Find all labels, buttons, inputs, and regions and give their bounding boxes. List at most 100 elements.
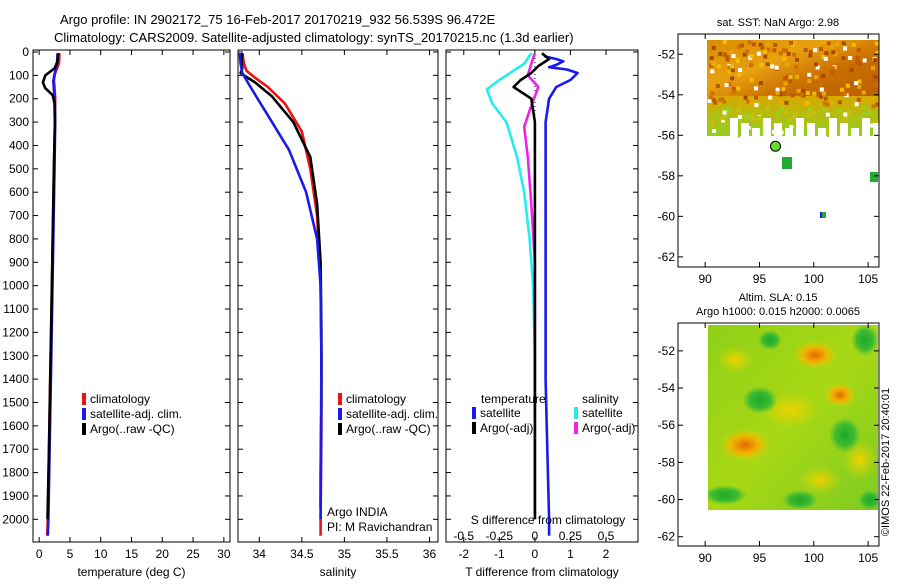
sst-pixel — [871, 66, 875, 71]
depth-tick-label: 100 — [9, 68, 29, 82]
sst-pixel — [763, 54, 768, 59]
sst-pixel — [792, 115, 797, 120]
sst-pixel — [857, 79, 862, 84]
sst-cloud-gap — [862, 118, 870, 138]
sst-pixel — [863, 111, 868, 116]
sst-pixel — [710, 124, 715, 129]
sst-pixel — [795, 74, 800, 79]
sst-pixel — [709, 56, 714, 61]
sla-anomaly-blob — [708, 485, 747, 505]
sst-pixel — [791, 126, 796, 131]
difference-xtick-label: 1 — [567, 547, 574, 561]
sst-pixel — [737, 120, 742, 125]
sst-pixel — [743, 95, 748, 100]
diff-legend-s-satellite-label: satellite — [582, 406, 623, 420]
sst-pixel — [775, 91, 780, 96]
sst-pixel — [758, 81, 763, 86]
sst-pixel — [799, 92, 804, 97]
imos-watermark: ©IMOS 22-Feb-2017 20:40:01 — [880, 388, 892, 536]
depth-tick-label: 300 — [9, 115, 29, 129]
sst-pixel — [716, 64, 721, 69]
legend-temperature-title: temperature — [481, 392, 546, 406]
sst-pixel — [805, 101, 810, 105]
sst-pixel — [826, 41, 831, 46]
sst-pixel — [786, 74, 791, 79]
sst-pixel — [793, 41, 798, 46]
sst-pixel — [711, 45, 716, 50]
sst-pixel — [869, 123, 874, 128]
depth-tick-label: 1600 — [2, 419, 29, 433]
sst-cloud-gap — [796, 118, 804, 138]
sst-pixel — [725, 55, 730, 59]
salinity-legend-satellite-swatch — [338, 408, 342, 420]
sst-pixel — [857, 84, 862, 89]
sst-pixel — [743, 116, 748, 120]
sst-pixel — [786, 51, 791, 56]
salinity-legend-argo-label: Argo(..raw -QC) — [346, 422, 431, 436]
depth-tick-label: 900 — [9, 255, 29, 269]
sla-anomaly-blob — [824, 383, 856, 407]
sst-pixel — [796, 88, 801, 93]
sst-pixel — [861, 105, 865, 110]
sst-pixel — [795, 57, 799, 62]
sst-pixel — [855, 55, 860, 60]
s-diff-tick-label: 0 — [532, 529, 539, 543]
sst-cloud-gap — [829, 118, 837, 138]
sst-pixel — [861, 90, 866, 95]
sst-pixel — [815, 92, 820, 97]
depth-tick-label: 1000 — [2, 279, 29, 293]
depth-tick-label: 1800 — [2, 466, 29, 480]
sst-pixel — [760, 45, 765, 50]
s-diff-tick-label: -0.25 — [486, 529, 514, 543]
sst-cloud-gap — [818, 128, 826, 148]
temperature-xtick-label: 20 — [156, 547, 170, 561]
temperature-xtick-label: 30 — [217, 547, 231, 561]
sst-pixel — [758, 42, 763, 47]
sst-pixel — [875, 83, 879, 88]
sst-pixel — [856, 47, 861, 52]
difference-xtick-label: -1 — [494, 547, 505, 561]
sst-pixel — [725, 106, 730, 111]
temperature-xtick-label: 0 — [36, 547, 43, 561]
sla-anomaly-blob — [798, 466, 842, 494]
sst-pixel — [712, 129, 717, 133]
sst-pixel — [848, 56, 853, 60]
sst-pixel — [727, 69, 732, 74]
sst-pixel — [760, 127, 764, 132]
sst-map-lat-label: -60 — [658, 209, 676, 223]
sst-map-lon-label: 105 — [858, 272, 878, 286]
depth-tick-label: 600 — [9, 185, 29, 199]
sst-pixel — [785, 122, 790, 127]
sst-pixel — [875, 102, 879, 107]
sst-pixel — [749, 78, 754, 83]
sst-pixel — [721, 118, 726, 123]
sst-pixel — [771, 91, 776, 96]
sst-pixel — [754, 95, 758, 100]
sst-pixel — [783, 76, 788, 81]
sst-pixel — [858, 61, 863, 66]
sst-pixel — [808, 53, 813, 58]
sla-map-lat-label: -60 — [658, 493, 676, 507]
sla-map-lon-label: 105 — [858, 551, 878, 565]
sst-pixel — [848, 81, 852, 86]
sst-pixel — [725, 57, 730, 62]
argo-position-marker — [769, 140, 781, 152]
s-diff-tick-label: 0.5 — [598, 529, 615, 543]
sst-pixel — [871, 104, 876, 109]
sst-pixel — [789, 125, 794, 129]
sst-pixel — [855, 60, 860, 65]
sst-pixel — [707, 98, 712, 103]
sla-map-frame — [677, 322, 880, 547]
sst-pixel — [749, 101, 754, 106]
sst-pixel — [723, 52, 727, 57]
depth-tick-label: 1400 — [2, 372, 29, 386]
sst-pixel — [789, 40, 793, 45]
sst-pixel — [749, 54, 754, 59]
sst-pixel — [731, 54, 736, 58]
sst-pixel — [730, 76, 735, 81]
sst-pixel — [822, 108, 827, 113]
sst-pixel — [814, 62, 818, 67]
argo-program-label: Argo INDIA — [327, 505, 388, 519]
sst-pixel — [831, 50, 836, 55]
